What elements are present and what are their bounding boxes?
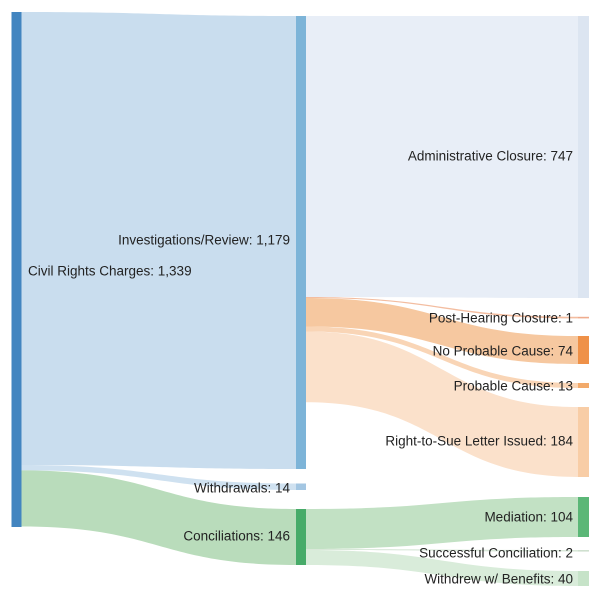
node-probable-cause [578, 383, 589, 388]
flow-investigations-review-to-no-probable-cause [306, 298, 578, 364]
label-successful-conciliation: Successful Conciliation: 2 [419, 546, 573, 561]
flow-conciliations-to-successful-conciliation [306, 549, 578, 552]
label-post-hearing-closure: Post-Hearing Closure: 1 [429, 311, 573, 326]
label-civil-rights-charges: Civil Rights Charges: 1,339 [28, 264, 192, 279]
node-mediation [578, 497, 589, 537]
flow-conciliations-to-mediation [306, 497, 578, 549]
node-conciliations [296, 509, 306, 565]
label-withdrawals: Withdrawals: 14 [194, 481, 291, 496]
node-investigations-review [296, 16, 306, 469]
node-civil-rights-charges [11, 12, 22, 527]
flow-investigations-review-to-administrative-closure [306, 16, 578, 298]
node-withdrew-benefits [578, 571, 589, 586]
node-successful-conciliation [578, 550, 589, 552]
label-mediation: Mediation: 104 [484, 510, 573, 525]
label-probable-cause: Probable Cause: 13 [454, 379, 573, 394]
label-investigations-review: Investigations/Review: 1,179 [118, 233, 290, 248]
label-right-to-sue: Right-to-Sue Letter Issued: 184 [385, 434, 573, 449]
flow-civil-rights-charges-to-conciliations [21, 470, 296, 565]
label-conciliations: Conciliations: 146 [183, 529, 290, 544]
label-withdrew-benefits: Withdrew w/ Benefits: 40 [424, 572, 573, 587]
flow-civil-rights-charges-to-investigations-review [21, 12, 296, 469]
flow-investigations-review-to-probable-cause [306, 326, 578, 388]
flow-conciliations-to-withdrew-benefits [306, 550, 578, 586]
flow-civil-rights-charges-to-withdrawals [21, 465, 296, 490]
flow-investigations-review-to-right-to-sue [306, 331, 578, 477]
node-no-probable-cause [578, 336, 589, 364]
node-right-to-sue [578, 407, 589, 477]
node-withdrawals [296, 483, 306, 490]
node-administrative-closure [578, 16, 589, 298]
node-post-hearing-closure [578, 316, 589, 319]
label-administrative-closure: Administrative Closure: 747 [408, 149, 573, 164]
flow-investigations-review-to-post-hearing-closure [306, 297, 578, 319]
label-no-probable-cause: No Probable Cause: 74 [433, 344, 574, 359]
